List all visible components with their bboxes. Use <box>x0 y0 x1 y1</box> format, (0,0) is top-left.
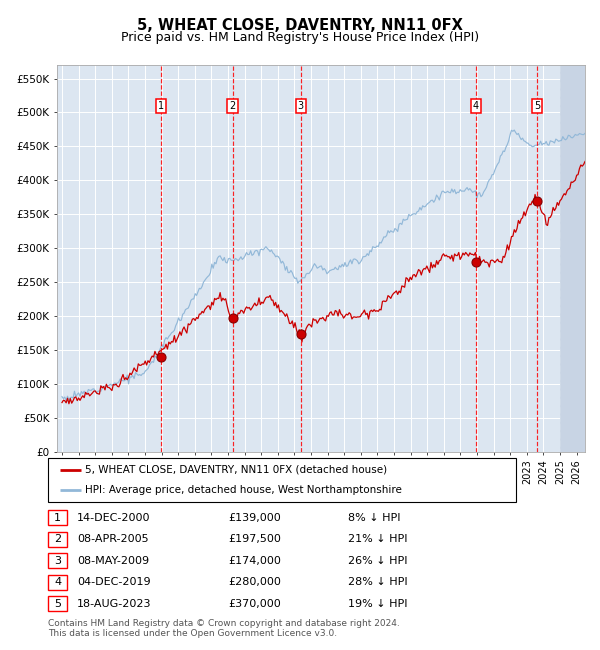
Text: 2: 2 <box>54 534 61 544</box>
Text: £139,000: £139,000 <box>228 513 281 523</box>
Text: 8% ↓ HPI: 8% ↓ HPI <box>348 513 401 523</box>
Text: 5, WHEAT CLOSE, DAVENTRY, NN11 0FX (detached house): 5, WHEAT CLOSE, DAVENTRY, NN11 0FX (deta… <box>85 465 388 474</box>
Text: 4: 4 <box>473 101 479 111</box>
Text: 19% ↓ HPI: 19% ↓ HPI <box>348 599 407 608</box>
Text: 08-MAY-2009: 08-MAY-2009 <box>77 556 149 566</box>
Text: 2: 2 <box>229 101 236 111</box>
Text: 4: 4 <box>54 577 61 587</box>
Bar <box>560 65 585 452</box>
Text: 1: 1 <box>54 513 61 523</box>
Text: 5: 5 <box>534 101 541 111</box>
Text: £280,000: £280,000 <box>228 577 281 587</box>
Text: £174,000: £174,000 <box>228 556 281 566</box>
Text: HPI: Average price, detached house, West Northamptonshire: HPI: Average price, detached house, West… <box>85 485 403 495</box>
Text: 3: 3 <box>298 101 304 111</box>
Text: 5: 5 <box>54 599 61 608</box>
Text: Contains HM Land Registry data © Crown copyright and database right 2024.
This d: Contains HM Land Registry data © Crown c… <box>48 619 400 638</box>
Text: 14-DEC-2000: 14-DEC-2000 <box>77 513 151 523</box>
Text: 21% ↓ HPI: 21% ↓ HPI <box>348 534 407 544</box>
FancyBboxPatch shape <box>48 458 516 502</box>
Text: Price paid vs. HM Land Registry's House Price Index (HPI): Price paid vs. HM Land Registry's House … <box>121 31 479 44</box>
Text: 3: 3 <box>54 556 61 566</box>
Text: 5, WHEAT CLOSE, DAVENTRY, NN11 0FX: 5, WHEAT CLOSE, DAVENTRY, NN11 0FX <box>137 18 463 33</box>
Text: £197,500: £197,500 <box>228 534 281 544</box>
Text: 08-APR-2005: 08-APR-2005 <box>77 534 148 544</box>
Text: 04-DEC-2019: 04-DEC-2019 <box>77 577 151 587</box>
Text: 18-AUG-2023: 18-AUG-2023 <box>77 599 151 608</box>
Text: £370,000: £370,000 <box>228 599 281 608</box>
Text: 1: 1 <box>158 101 164 111</box>
Text: 28% ↓ HPI: 28% ↓ HPI <box>348 577 407 587</box>
Text: 26% ↓ HPI: 26% ↓ HPI <box>348 556 407 566</box>
